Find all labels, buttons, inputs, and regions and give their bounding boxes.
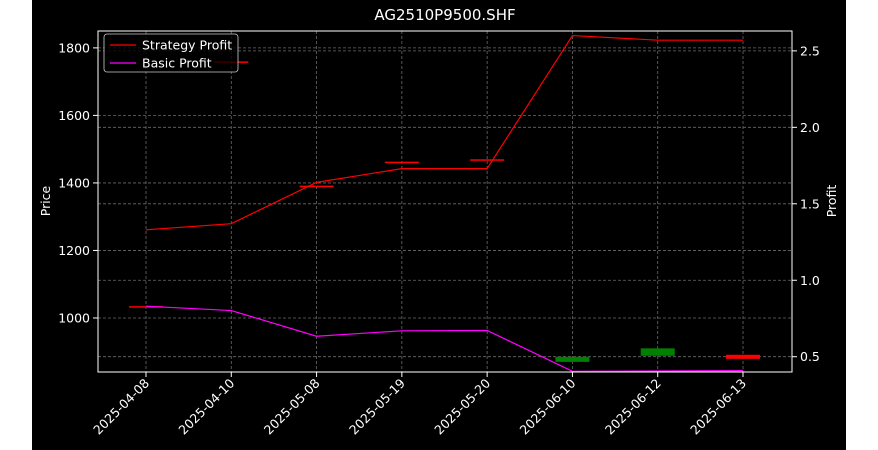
- plot-frame: [97, 30, 793, 373]
- y-tick-label-left: 1600: [58, 108, 90, 123]
- legend: Strategy Profit Basic Profit: [103, 33, 239, 73]
- candle: [555, 356, 590, 362]
- y-axis-label-left: Price: [38, 185, 53, 216]
- candle: [129, 306, 163, 308]
- plot-area: [98, 31, 792, 372]
- legend-label: Basic Profit: [142, 56, 212, 71]
- y-tick-label-right: 2.5: [800, 43, 820, 58]
- candle: [470, 159, 505, 161]
- chart-title: AG2510P9500.SHF: [374, 6, 515, 24]
- y-tick-label-left: 1800: [58, 40, 90, 55]
- candle: [726, 354, 760, 359]
- series: [145, 34, 744, 372]
- y-tick-label-right: 0.5: [800, 349, 820, 364]
- candle: [299, 185, 334, 188]
- legend-label: Strategy Profit: [142, 38, 232, 53]
- y-tick-label-right: 2.0: [800, 120, 820, 135]
- candle: [384, 161, 419, 164]
- y-tick-label-left: 1400: [58, 175, 90, 190]
- series-line-strategy-profit: [145, 34, 743, 231]
- y-tick-label-right: 1.5: [800, 196, 820, 211]
- series-line-basic-profit: [145, 305, 744, 372]
- y-axis-label-right: Profit: [824, 185, 839, 218]
- y-tick-label-right: 1.0: [800, 273, 820, 288]
- candle: [640, 348, 675, 356]
- y-tick-label-left: 1200: [58, 243, 90, 258]
- legend-box: [103, 33, 239, 73]
- y-tick-label-left: 1000: [58, 310, 90, 325]
